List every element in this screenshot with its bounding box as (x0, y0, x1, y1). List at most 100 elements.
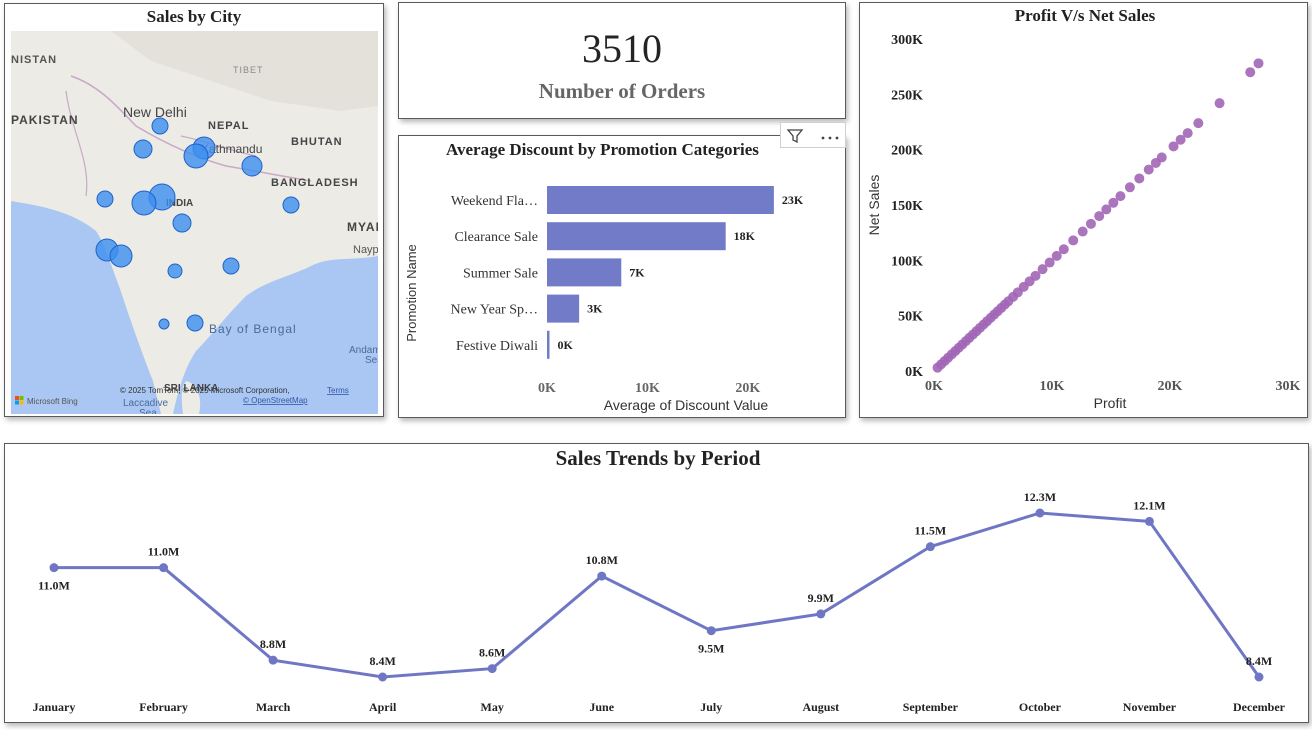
map-label-sea: Sea (365, 355, 378, 366)
scatter-point[interactable] (1143, 164, 1154, 175)
map-sea-east (173, 256, 378, 414)
map-label-kathmandu: Kathmandu (201, 142, 262, 156)
scatter-point[interactable] (1108, 197, 1119, 208)
line-point[interactable] (268, 655, 278, 665)
line-point[interactable] (706, 626, 716, 636)
scatter-point[interactable] (1068, 235, 1079, 246)
scatter-point[interactable] (1030, 270, 1041, 281)
line-data-label: 8.4M (369, 654, 395, 668)
city-bubble[interactable] (241, 155, 263, 177)
bing-logo: Microsoft Bing (15, 396, 78, 406)
line-x-tick-label: June (589, 700, 614, 714)
city-bubble[interactable] (151, 117, 169, 135)
line-point[interactable] (816, 609, 826, 619)
city-bubble[interactable] (186, 314, 204, 332)
line-point[interactable] (597, 571, 607, 581)
city-bubble[interactable] (222, 257, 240, 275)
line-point[interactable] (1035, 508, 1045, 518)
map-label-bangladesh: BANGLADESH (271, 177, 359, 189)
line-data-label: 11.5M (915, 524, 947, 538)
bar[interactable] (547, 330, 550, 359)
bar-data-label: 0K (558, 338, 574, 352)
more-dot (835, 136, 839, 140)
bar-chart-title: Average Discount by Promotion Categories (446, 140, 759, 159)
more-options-icon[interactable] (819, 127, 843, 145)
line-point[interactable] (1254, 672, 1264, 682)
line-point[interactable] (487, 664, 497, 674)
bing-logo-blue (15, 400, 19, 405)
scatter-point[interactable] (1101, 204, 1112, 215)
bar-category-label: Festive Diwali (456, 339, 538, 354)
kpi-card: 3510 Number of Orders (398, 2, 846, 119)
scatter-point[interactable] (1051, 250, 1062, 261)
scatter-point[interactable] (1193, 118, 1204, 129)
map-label-new-delhi: New Delhi (123, 104, 187, 120)
scatter-y-tick-label: 50K (898, 310, 923, 325)
line-point[interactable] (925, 542, 935, 552)
sales-trend-line (54, 511, 1261, 679)
map-copyright: © 2025 TomTom, © 2025 Microsoft Corporat… (120, 386, 290, 395)
line-point[interactable] (378, 672, 388, 682)
scatter-point[interactable] (1037, 264, 1048, 275)
city-bubble[interactable] (183, 143, 209, 169)
scatter-point[interactable] (1124, 182, 1135, 193)
scatter-point[interactable] (1134, 173, 1145, 184)
scatter-x-tick-label: 20K (1158, 379, 1183, 394)
map-border-nepal (180, 135, 257, 157)
scatter-point[interactable] (1245, 67, 1256, 78)
line-data-label: 11.0M (148, 545, 180, 559)
line-data-label: 8.6M (479, 646, 505, 660)
kpi-label: Number of Orders (538, 79, 706, 103)
bar-data-label: 18K (734, 229, 756, 243)
bar-category-label: Weekend Fla… (451, 194, 538, 209)
line-x-tick-label: May (481, 700, 504, 714)
map-label-pakistan: PAKISTAN (11, 113, 79, 127)
scatter-point[interactable] (1214, 98, 1225, 109)
scatter-point[interactable] (1168, 141, 1179, 152)
scatter-y-tick-label: 100K (891, 254, 923, 269)
scatter-point[interactable] (1182, 128, 1193, 139)
line-data-label: 12.1M (1133, 498, 1165, 512)
more-dot (821, 136, 825, 140)
scatter-point[interactable] (1044, 257, 1055, 268)
line-point[interactable] (159, 563, 169, 573)
city-bubble[interactable] (109, 244, 133, 268)
bing-logo-yellow (19, 400, 24, 405)
map-border-west (65, 90, 88, 197)
line-data-label: 8.4M (1246, 654, 1272, 668)
city-bubble[interactable] (133, 139, 153, 159)
city-bubble[interactable] (282, 196, 300, 214)
scatter-y-tick-label: 200K (891, 144, 923, 159)
city-bubble[interactable] (131, 190, 157, 216)
bar[interactable] (547, 186, 774, 214)
city-bubble[interactable] (96, 190, 114, 208)
line-x-tick-label: February (139, 700, 188, 714)
scatter-point[interactable] (1085, 218, 1096, 229)
map-osm-link[interactable]: © OpenStreetMap (243, 396, 308, 405)
trend-card: Sales Trends by Period 11.0M January 11.0M… (4, 443, 1309, 723)
city-bubble[interactable] (167, 263, 183, 279)
trend-title: Sales Trends by Period (556, 446, 761, 470)
bar[interactable] (547, 222, 726, 251)
scatter-point[interactable] (1156, 152, 1167, 163)
bar[interactable] (547, 294, 580, 323)
scatter-point[interactable] (1115, 191, 1126, 202)
line-point[interactable] (49, 563, 59, 573)
bar-x-tick-label: 0K (538, 381, 556, 396)
bar[interactable] (547, 258, 622, 287)
map-label-laccadive: Laccadive (123, 398, 168, 409)
scatter-point[interactable] (1175, 134, 1186, 145)
city-bubble[interactable] (158, 318, 170, 330)
map-label-srilanka: SRI LANKA (164, 383, 218, 394)
sales-map[interactable]: NISTAN TIBET New Delhi PAKISTAN NEPAL Ka… (11, 31, 378, 414)
scatter-card: Profit V/s Net Sales Net Sales Profit 0K… (859, 2, 1308, 418)
scatter-point[interactable] (1077, 226, 1088, 237)
city-bubble[interactable] (172, 213, 192, 233)
scatter-point[interactable] (1253, 58, 1264, 69)
scatter-point[interactable] (1058, 244, 1069, 255)
map-terms-link[interactable]: Terms (327, 386, 349, 395)
scatter-y-tick-label: 0K (905, 365, 923, 380)
scatter-point[interactable] (1094, 211, 1105, 222)
line-point[interactable] (1144, 516, 1154, 526)
filter-icon[interactable] (786, 127, 804, 145)
